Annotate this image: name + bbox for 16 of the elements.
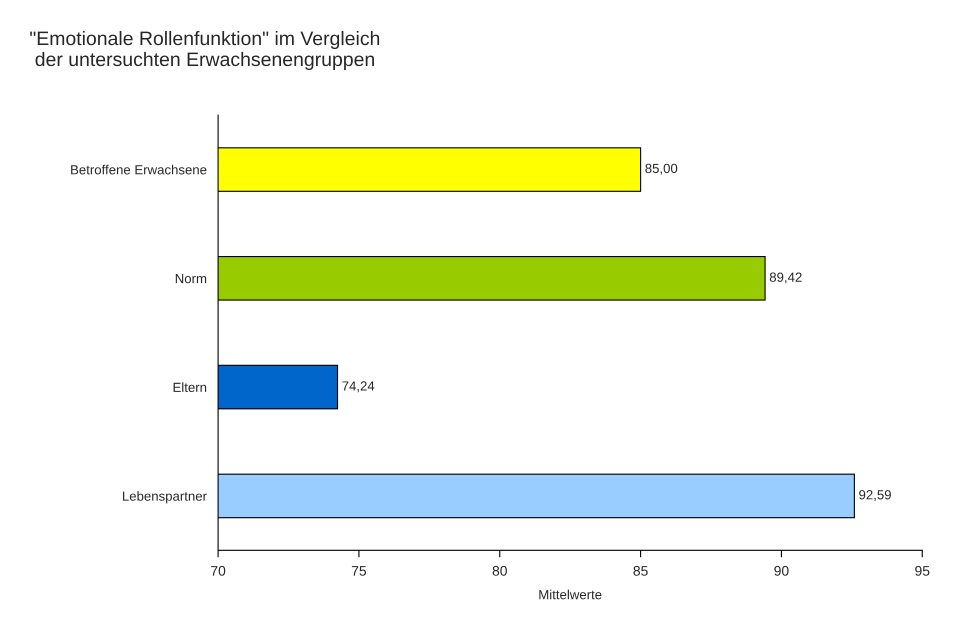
y-tick-label: Betroffene Erwachsene	[71, 164, 206, 174]
x-axis-title: Mittelwerte	[539, 590, 602, 600]
x-tick-label: 90	[774, 566, 789, 576]
y-tick-label: Lebenspartner	[122, 491, 207, 504]
data-label: 92,59	[859, 490, 891, 501]
chart-title: "Emotionale Rollenfunktion" im Vergleich der untersuchten Erwachsenengruppen	[30, 30, 380, 70]
x-tick-label: 95	[915, 566, 930, 576]
y-tick-label: Eltern	[174, 382, 206, 392]
x-tick-label: 80	[492, 566, 507, 576]
data-label: 85,00	[645, 164, 678, 175]
data-label: 89,42	[770, 272, 802, 284]
x-tick-label: 85	[633, 566, 648, 576]
x-tick-label: 70	[211, 566, 226, 576]
y-tick-label: Norm	[176, 274, 206, 284]
x-tick-label: 75	[352, 566, 366, 576]
data-label: 74,24	[342, 381, 374, 392]
